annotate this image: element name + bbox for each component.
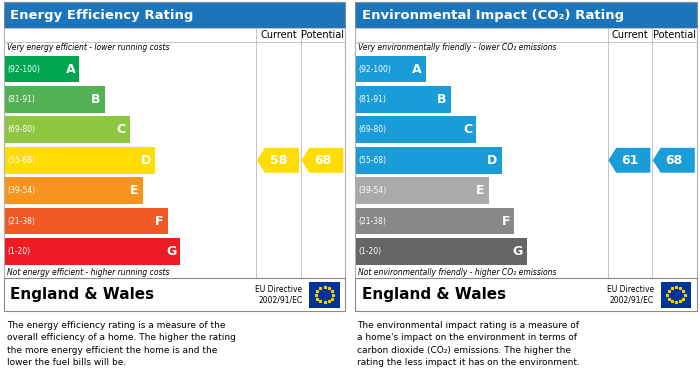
Text: B: B bbox=[91, 93, 101, 106]
Text: (39-54): (39-54) bbox=[7, 186, 35, 195]
Polygon shape bbox=[257, 148, 299, 173]
FancyBboxPatch shape bbox=[4, 177, 143, 204]
FancyBboxPatch shape bbox=[355, 86, 451, 113]
Text: A: A bbox=[66, 63, 75, 75]
Text: 58: 58 bbox=[270, 154, 287, 167]
FancyBboxPatch shape bbox=[4, 2, 345, 28]
Text: Potential: Potential bbox=[653, 30, 696, 40]
Text: C: C bbox=[117, 123, 126, 136]
FancyBboxPatch shape bbox=[4, 86, 104, 113]
Text: Potential: Potential bbox=[302, 30, 344, 40]
Text: (81-91): (81-91) bbox=[7, 95, 35, 104]
Text: England & Wales: England & Wales bbox=[10, 287, 155, 302]
Polygon shape bbox=[608, 148, 650, 173]
FancyBboxPatch shape bbox=[4, 238, 181, 265]
Text: E: E bbox=[476, 184, 485, 197]
Text: EU Directive
2002/91/EC: EU Directive 2002/91/EC bbox=[607, 285, 654, 304]
Text: Current: Current bbox=[260, 30, 297, 40]
FancyBboxPatch shape bbox=[355, 177, 489, 204]
Text: (1-20): (1-20) bbox=[358, 247, 382, 256]
Text: 68: 68 bbox=[666, 154, 683, 167]
Text: F: F bbox=[155, 215, 164, 228]
Text: Not environmentally friendly - higher CO₂ emissions: Not environmentally friendly - higher CO… bbox=[358, 268, 556, 277]
Text: 68: 68 bbox=[314, 154, 332, 167]
Polygon shape bbox=[302, 148, 344, 173]
Text: The energy efficiency rating is a measure of the
overall efficiency of a home. T: The energy efficiency rating is a measur… bbox=[7, 321, 236, 367]
Text: D: D bbox=[141, 154, 151, 167]
Text: (55-68): (55-68) bbox=[358, 156, 386, 165]
Text: Energy Efficiency Rating: Energy Efficiency Rating bbox=[10, 9, 194, 22]
Text: 61: 61 bbox=[621, 154, 638, 167]
FancyBboxPatch shape bbox=[4, 56, 79, 83]
Text: (55-68): (55-68) bbox=[7, 156, 35, 165]
FancyBboxPatch shape bbox=[355, 147, 501, 174]
Text: C: C bbox=[463, 123, 472, 136]
FancyBboxPatch shape bbox=[355, 278, 696, 311]
Text: (69-80): (69-80) bbox=[358, 126, 386, 135]
Text: (92-100): (92-100) bbox=[358, 65, 391, 74]
Text: (21-38): (21-38) bbox=[7, 217, 35, 226]
Text: (39-54): (39-54) bbox=[358, 186, 386, 195]
Text: Current: Current bbox=[612, 30, 648, 40]
Text: The environmental impact rating is a measure of
a home's impact on the environme: The environmental impact rating is a mea… bbox=[357, 321, 580, 367]
FancyBboxPatch shape bbox=[309, 282, 340, 308]
Text: England & Wales: England & Wales bbox=[362, 287, 506, 302]
FancyBboxPatch shape bbox=[4, 278, 345, 311]
FancyBboxPatch shape bbox=[355, 208, 514, 235]
Text: EU Directive
2002/91/EC: EU Directive 2002/91/EC bbox=[256, 285, 302, 304]
Text: (1-20): (1-20) bbox=[7, 247, 30, 256]
Text: D: D bbox=[487, 154, 498, 167]
Text: Very environmentally friendly - lower CO₂ emissions: Very environmentally friendly - lower CO… bbox=[358, 43, 556, 52]
Text: (92-100): (92-100) bbox=[7, 65, 40, 74]
FancyBboxPatch shape bbox=[355, 117, 476, 143]
Text: G: G bbox=[512, 245, 523, 258]
Text: E: E bbox=[130, 184, 139, 197]
Text: A: A bbox=[412, 63, 421, 75]
Text: (69-80): (69-80) bbox=[7, 126, 35, 135]
FancyBboxPatch shape bbox=[4, 147, 155, 174]
FancyBboxPatch shape bbox=[4, 28, 345, 42]
FancyBboxPatch shape bbox=[355, 2, 696, 28]
FancyBboxPatch shape bbox=[4, 117, 130, 143]
FancyBboxPatch shape bbox=[355, 238, 527, 265]
FancyBboxPatch shape bbox=[4, 208, 168, 235]
Text: G: G bbox=[166, 245, 176, 258]
Text: (21-38): (21-38) bbox=[358, 217, 386, 226]
Text: F: F bbox=[502, 215, 510, 228]
FancyBboxPatch shape bbox=[661, 282, 692, 308]
Text: (81-91): (81-91) bbox=[358, 95, 386, 104]
Text: Environmental Impact (CO₂) Rating: Environmental Impact (CO₂) Rating bbox=[362, 9, 624, 22]
FancyBboxPatch shape bbox=[355, 56, 426, 83]
FancyBboxPatch shape bbox=[355, 28, 696, 42]
Polygon shape bbox=[653, 148, 695, 173]
Text: B: B bbox=[438, 93, 447, 106]
Text: Not energy efficient - higher running costs: Not energy efficient - higher running co… bbox=[7, 268, 169, 277]
Text: Very energy efficient - lower running costs: Very energy efficient - lower running co… bbox=[7, 43, 169, 52]
